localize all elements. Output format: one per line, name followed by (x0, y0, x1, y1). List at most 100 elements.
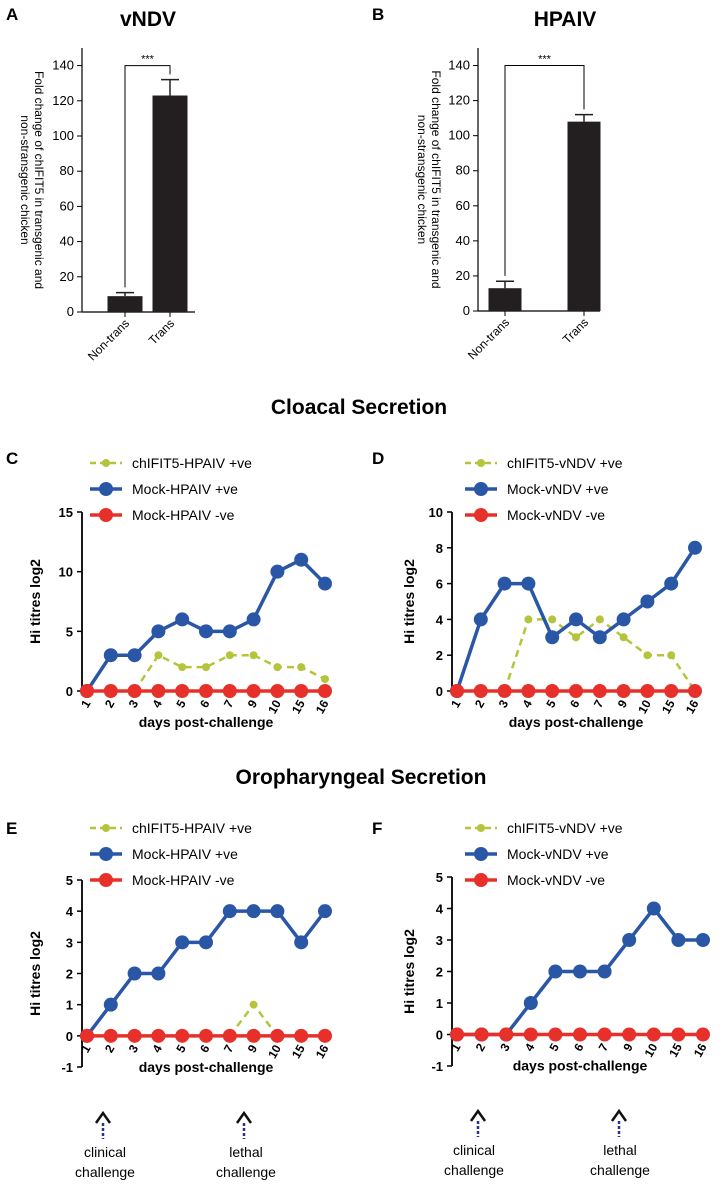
data-point (199, 935, 213, 950)
x-axis-label: days post-challenge (509, 714, 644, 730)
data-point (616, 612, 631, 627)
y-tick-label: 3 (436, 933, 443, 948)
x-tick-label: 6 (571, 1041, 587, 1054)
arrow-head (469, 1108, 487, 1122)
legend-entry: Mock-vNDV +ve (465, 481, 609, 497)
y-tick-label: 60 (456, 198, 470, 213)
lethal-label-line1: lethal (229, 1144, 262, 1160)
series-line (85, 909, 327, 1037)
clinical-challenge-annotation-f: clinical challenge (444, 1142, 504, 1178)
series-mock-neg (80, 1028, 332, 1043)
x-tick-label: 7 (591, 697, 607, 710)
significance-bracket (124, 65, 171, 288)
data-point (548, 1027, 563, 1042)
x-tick-label: 10 (265, 1042, 284, 1061)
data-point (497, 684, 512, 698)
data-point (270, 1028, 285, 1043)
data-point (548, 615, 557, 624)
x-tick-label: 4 (150, 697, 166, 710)
x-tick-label: Non-trans (465, 315, 512, 362)
x-tick-label: 5 (173, 1042, 189, 1055)
y-tick-label: 3 (66, 935, 73, 950)
legend-label: chIFIT5-HPAIV +ve (132, 455, 252, 471)
clinical-challenge-arrow-icon (94, 1110, 112, 1139)
data-point (523, 996, 538, 1010)
data-point (225, 651, 234, 660)
data-point (294, 684, 309, 698)
x-tick-label: 1 (78, 1042, 94, 1055)
x-tick-label: 9 (245, 697, 261, 710)
data-point (103, 997, 118, 1012)
x-tick-label: 16 (313, 1042, 332, 1061)
clinical-label-line1: clinical (84, 1144, 126, 1160)
data-point (664, 576, 679, 591)
data-point (270, 564, 285, 579)
legend-marker (99, 508, 113, 522)
x-tick-label: Trans (146, 316, 177, 347)
panel-label: C (6, 449, 18, 468)
x-tick-label: 3 (126, 1042, 142, 1055)
data-point (592, 630, 607, 645)
panel-label: D (372, 449, 384, 468)
clinical-challenge-annotation-e: clinical challenge (75, 1144, 135, 1180)
legend-entry: chIFIT5-vNDV +ve (465, 820, 623, 836)
significance-bracket (504, 65, 585, 276)
data-point (450, 684, 464, 698)
data-point (473, 684, 488, 698)
data-point (222, 1028, 237, 1043)
x-tick-label: 2 (102, 1042, 118, 1055)
data-point (273, 663, 282, 672)
data-point (199, 624, 213, 639)
data-point (573, 1027, 587, 1042)
data-point (202, 663, 210, 672)
legend-entry: Mock-vNDV -ve (465, 872, 605, 888)
data-point (80, 684, 94, 698)
data-point (473, 612, 488, 627)
y-axis-label-line2: non-stransgenic chicken (18, 115, 32, 244)
data-point (249, 651, 258, 660)
y-tick-label: 140 (448, 58, 470, 73)
arrow-head (610, 1108, 628, 1122)
data-point (696, 1027, 710, 1042)
arrow-head (94, 1110, 112, 1124)
y-tick-label: 80 (456, 163, 470, 178)
series-mock-neg (450, 1027, 710, 1042)
y-axis-label-line1: Fold change of chIFIT5 in transgenic and (32, 71, 46, 289)
data-point (199, 684, 213, 698)
legend-label: chIFIT5-vNDV +ve (507, 820, 623, 836)
x-tick-label: 4 (150, 1042, 166, 1055)
series-mock-pos (450, 901, 710, 1042)
data-point (246, 1028, 261, 1043)
data-point (646, 901, 661, 916)
panel-label: B (372, 5, 384, 24)
data-point (103, 1028, 118, 1043)
y-tick-label: 40 (456, 233, 470, 248)
y-axis-label: Hi titres log2 (401, 929, 417, 1014)
data-point (246, 612, 261, 627)
bar-chart-b: B HPAIV 0 20 40 60 80 100 120 140 Fold change of c… (372, 5, 601, 362)
legend-label: chIFIT5-vNDV +ve (507, 455, 623, 471)
lethal-challenge-arrow-icon (235, 1110, 253, 1139)
data-point (671, 933, 686, 947)
data-point (499, 1027, 514, 1042)
y-tick-label: 8 (436, 541, 443, 556)
data-point (688, 540, 702, 555)
legend-label: Mock-vNDV -ve (507, 507, 605, 523)
y-tick-label: 4 (436, 612, 444, 627)
data-point (321, 675, 329, 684)
data-point (474, 1027, 489, 1042)
lethal-challenge-annotation-f: lethal challenge (590, 1142, 650, 1178)
y-tick-label: 100 (448, 128, 470, 143)
data-point (151, 624, 166, 639)
data-point (270, 904, 285, 919)
x-tick-label: Non-trans (85, 316, 132, 363)
section-title-oropharyngeal: Oropharyngeal Secretion (236, 766, 487, 789)
data-point (450, 1027, 464, 1042)
data-point (127, 966, 142, 981)
legend-label: Mock-vNDV +ve (507, 846, 609, 862)
y-tick-label: 0 (436, 1028, 443, 1043)
data-point (151, 966, 166, 981)
